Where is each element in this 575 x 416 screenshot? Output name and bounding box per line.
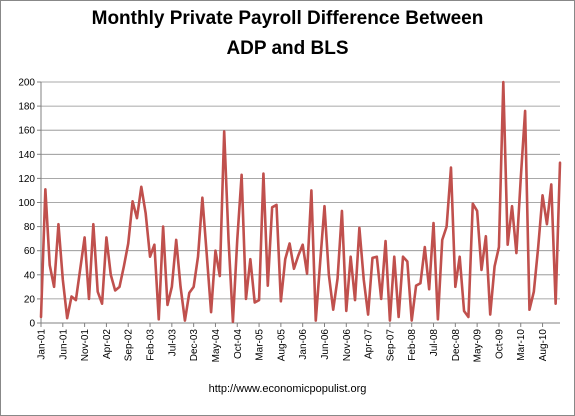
y-tick-label: 160 bbox=[18, 126, 35, 137]
x-tick-label: Dec-08 bbox=[451, 329, 462, 362]
y-tick-label: 200 bbox=[18, 78, 35, 89]
x-tick-label: Sep-07 bbox=[385, 329, 396, 362]
x-tick-label: Sep-02 bbox=[124, 329, 135, 362]
x-tick-label: Aug-10 bbox=[538, 329, 549, 362]
y-tick-label: 0 bbox=[29, 319, 35, 330]
source-credit: http://www.economicpopulist.org bbox=[208, 383, 367, 395]
x-tick-label: Dec-03 bbox=[189, 329, 200, 362]
x-tick-label: Mar-10 bbox=[516, 329, 527, 361]
x-tick-label: Apr-02 bbox=[102, 329, 113, 359]
x-tick-label: Jul-08 bbox=[429, 329, 440, 357]
chart-title-line1: Monthly Private Payroll Difference Betwe… bbox=[91, 8, 484, 29]
x-tick-label: May-09 bbox=[473, 329, 484, 363]
x-tick-label: Jun-06 bbox=[320, 329, 331, 360]
chart-title-line2: ADP and BLS bbox=[226, 38, 349, 59]
x-tick-label: Jan-06 bbox=[298, 329, 309, 360]
y-tick-label: 180 bbox=[18, 102, 35, 113]
x-tick-label: Aug-05 bbox=[276, 329, 287, 362]
x-tick-label: Feb-03 bbox=[146, 329, 157, 361]
y-tick-label: 80 bbox=[24, 222, 36, 233]
y-tick-label: 140 bbox=[18, 150, 35, 161]
series-line bbox=[39, 80, 562, 324]
x-tick-labels: Jan-01 Jun-01 Nov-01 Apr-02 Sep-02 Feb-03 Jul-… bbox=[37, 329, 550, 363]
x-tick-label: Oct-04 bbox=[233, 329, 244, 359]
x-tick-label: Feb-08 bbox=[407, 329, 418, 361]
y-tick-labels: 0 20 40 60 80 100 120 140 160 180 200 bbox=[18, 78, 35, 330]
x-tick-label: Oct-09 bbox=[494, 329, 505, 359]
x-tick-label: Jul-03 bbox=[167, 329, 178, 357]
x-tick-label: Jan-01 bbox=[37, 329, 48, 360]
x-tick-label: May-04 bbox=[211, 329, 222, 363]
x-tick-label: Nov-06 bbox=[342, 329, 353, 362]
x-tick-label: Nov-01 bbox=[80, 329, 91, 362]
y-tick-label: 100 bbox=[18, 198, 35, 209]
series-group bbox=[39, 80, 562, 324]
x-tick-label: Jun-01 bbox=[58, 329, 69, 360]
y-tick-label: 20 bbox=[24, 294, 36, 305]
y-tick-label: 120 bbox=[18, 174, 35, 185]
y-tick-label: 60 bbox=[24, 246, 36, 257]
y-tick-label: 40 bbox=[24, 270, 36, 281]
x-tick-label: Apr-07 bbox=[364, 329, 375, 359]
x-tick-label: Mar-05 bbox=[255, 329, 266, 361]
